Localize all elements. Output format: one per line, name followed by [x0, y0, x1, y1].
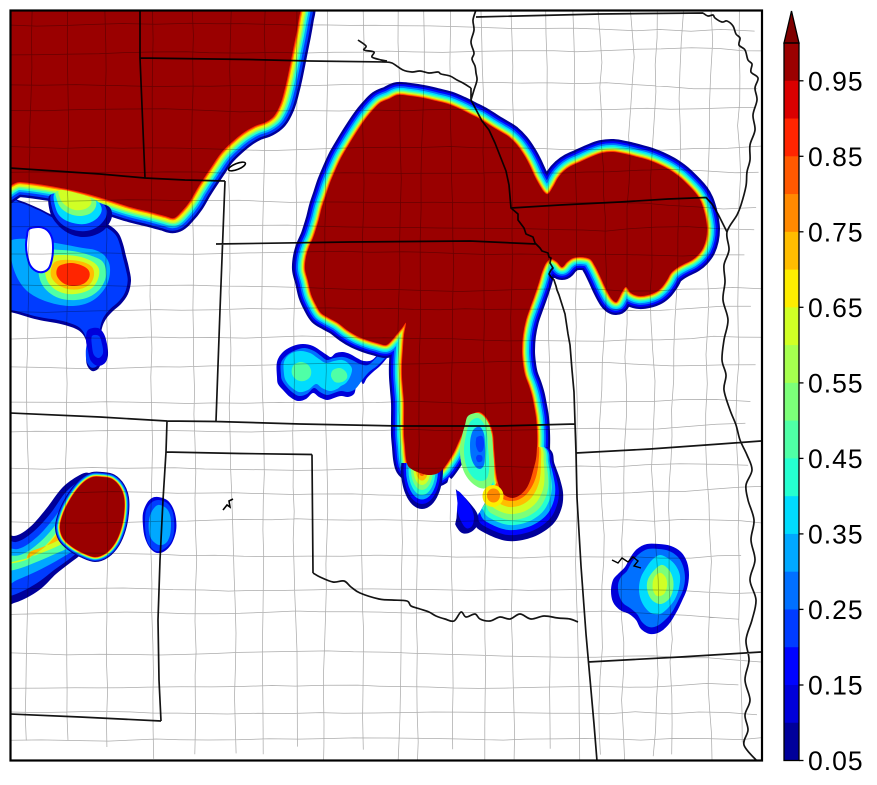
svg-text:0.65: 0.65 — [808, 293, 864, 323]
svg-text:0.15: 0.15 — [808, 671, 864, 701]
svg-text:0.45: 0.45 — [808, 444, 864, 474]
svg-text:0.25: 0.25 — [808, 595, 864, 625]
svg-text:0.75: 0.75 — [808, 217, 864, 247]
svg-text:0.35: 0.35 — [808, 519, 864, 549]
svg-text:0.85: 0.85 — [808, 142, 864, 172]
svg-text:0.55: 0.55 — [808, 368, 864, 398]
svg-text:0.95: 0.95 — [808, 66, 864, 96]
svg-text:0.05: 0.05 — [808, 746, 864, 776]
